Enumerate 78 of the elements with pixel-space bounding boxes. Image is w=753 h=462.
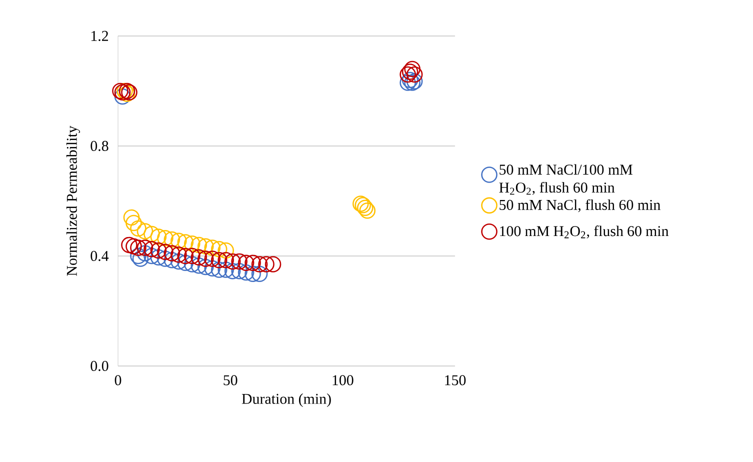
legend-label: 100 mM H$_{2}$O$_{2}$, flush 60 min — [500, 226, 669, 238]
point — [190, 249, 208, 266]
point — [184, 235, 200, 252]
point — [231, 253, 248, 270]
y-tick-label: 0.8 — [90, 140, 108, 152]
point — [130, 220, 146, 237]
point — [264, 256, 282, 272]
point — [177, 234, 194, 250]
x-tick-label: 0 — [114, 375, 122, 386]
point — [157, 250, 174, 267]
point — [210, 252, 228, 268]
legend-label: 50 mM NaCl/100 mM H$_{2}$O$_{2}$, flush 60 min — [499, 164, 632, 195]
point — [144, 240, 160, 258]
point — [258, 256, 274, 272]
point — [197, 258, 214, 276]
point — [224, 253, 241, 270]
point — [190, 236, 208, 254]
point — [400, 66, 416, 83]
y-tick-label: 0.0 — [90, 360, 108, 372]
point — [238, 254, 254, 272]
point — [251, 256, 268, 272]
point — [400, 74, 416, 91]
point — [126, 238, 142, 255]
point — [231, 262, 248, 280]
point — [210, 262, 228, 278]
point — [136, 245, 154, 262]
point — [177, 254, 194, 272]
point — [130, 248, 146, 264]
point — [197, 238, 214, 255]
point — [164, 252, 180, 268]
point — [204, 250, 221, 267]
point — [170, 253, 187, 270]
point — [132, 250, 149, 267]
point — [177, 248, 194, 264]
point — [144, 248, 160, 264]
x-tick-label: 100 — [332, 375, 354, 386]
point — [184, 256, 200, 272]
point — [244, 254, 261, 272]
point — [218, 252, 234, 268]
point — [150, 228, 167, 245]
y-axis-title: Normalized Permeability — [66, 126, 80, 276]
point — [157, 244, 174, 260]
point — [136, 240, 154, 256]
point — [164, 231, 180, 248]
x-axis-title: Duration (min) — [242, 393, 331, 407]
point — [402, 72, 418, 88]
x-tick-label: 50 — [224, 375, 238, 386]
point — [238, 264, 254, 281]
point — [130, 240, 146, 256]
point — [204, 260, 221, 277]
point — [126, 214, 142, 232]
point — [210, 240, 228, 258]
point — [184, 248, 200, 264]
point — [251, 266, 268, 282]
point — [404, 60, 420, 78]
y-tick-label: 1.2 — [91, 30, 108, 42]
point — [224, 262, 241, 280]
y-tick-label: 0.4 — [90, 250, 109, 262]
point — [406, 66, 423, 83]
point — [190, 257, 208, 274]
point — [157, 230, 174, 246]
point — [402, 64, 418, 80]
point — [197, 250, 214, 267]
legend-label: 50 mM NaCl, flush 60 min — [500, 199, 660, 212]
point — [204, 240, 221, 256]
point — [218, 242, 234, 259]
x-tick-label: 150 — [445, 375, 466, 386]
point — [218, 262, 234, 278]
point — [144, 226, 160, 242]
point — [136, 223, 154, 240]
point — [170, 232, 187, 250]
point — [150, 242, 167, 259]
point — [244, 266, 261, 282]
point — [150, 249, 167, 266]
point — [164, 245, 180, 262]
point — [123, 209, 140, 226]
point — [121, 236, 138, 254]
point — [170, 246, 187, 263]
